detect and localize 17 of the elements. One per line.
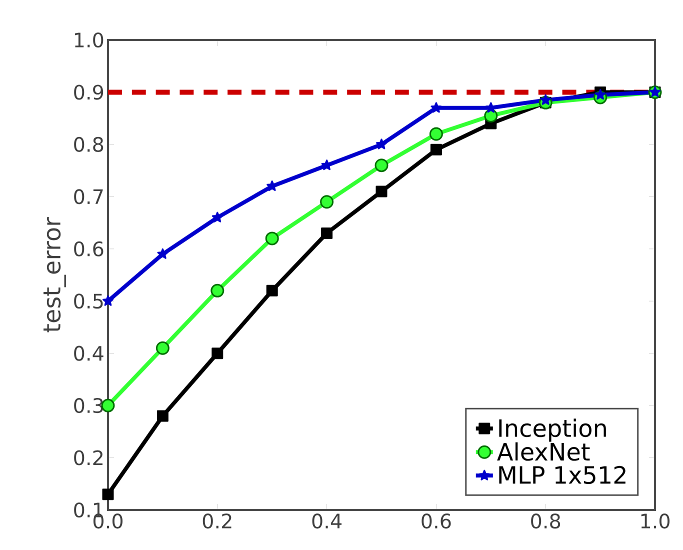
y-tick-label: 0.5 — [74, 294, 103, 309]
legend-label: MLP 1x512 — [499, 466, 626, 484]
y-tick-label: 0.6 — [74, 241, 104, 256]
x-tick-label: 0.8 — [531, 514, 560, 529]
x-tick-label: 0.4 — [312, 514, 342, 529]
y-tick-label: 1.0 — [74, 32, 104, 48]
x-tick-label: 1.0 — [641, 514, 670, 529]
y-tick-label: 0.4 — [74, 346, 104, 361]
x-tick-label: 0.2 — [202, 514, 232, 529]
y-axis-title: test_error — [44, 217, 66, 332]
legend-label: AlexNet — [497, 442, 590, 461]
y-tick-label: 0.9 — [74, 84, 104, 100]
y-tick-label: 0.7 — [74, 189, 103, 204]
y-tick-label: 0.8 — [74, 136, 104, 152]
y-tick-label: 0.2 — [74, 450, 102, 466]
legend-label: Inception — [499, 418, 606, 442]
x-tick-label: 0.6 — [422, 514, 451, 529]
